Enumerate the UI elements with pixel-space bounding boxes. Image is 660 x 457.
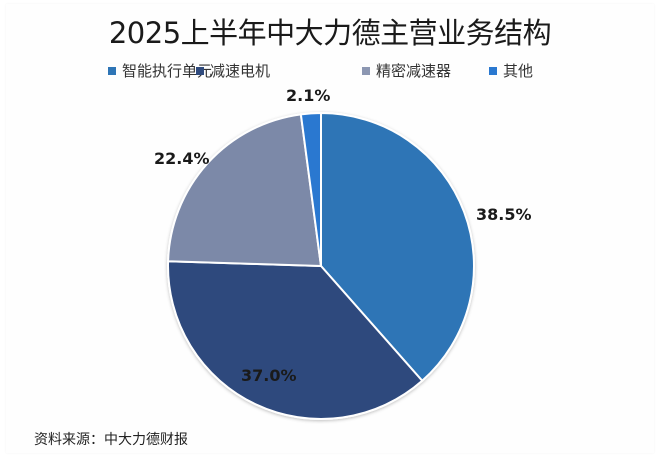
legend-label: 其他: [503, 62, 534, 80]
chart-title: 2025上半年中大力德主营业务结构: [108, 16, 552, 50]
legend-label: 减速电机: [210, 62, 271, 80]
legend-label: 精密减速器: [376, 62, 452, 80]
pie-slices: [167, 112, 475, 420]
legend-item-other: 其他: [489, 60, 533, 81]
data-label-other: 2.1%: [286, 86, 331, 105]
legend: 智能执行单元 减速电机 精密减速器 其他: [0, 60, 660, 82]
legend-swatch-icon: [196, 66, 204, 75]
slice-precision-reducer: [167, 113, 322, 267]
data-label-precision-reducer: 22.4%: [154, 149, 210, 168]
legend-item-smart-actuator: 智能执行单元: [108, 60, 212, 81]
legend-swatch-icon: [108, 66, 116, 75]
legend-swatch-icon: [362, 66, 370, 75]
slice-gear-motor: [167, 260, 424, 420]
slice-other: [299, 112, 322, 267]
slice-smart-actuator: [320, 112, 475, 382]
legend-label: 智能执行单元: [122, 62, 213, 80]
legend-item-gear-motor: 减速电机: [196, 60, 270, 81]
data-label-smart-actuator: 38.5%: [476, 205, 532, 224]
legend-item-precision-reducer: 精密减速器: [362, 60, 451, 81]
data-label-gear-motor: 37.0%: [241, 366, 297, 385]
source-note: 资料来源：中大力德财报: [34, 432, 188, 448]
legend-swatch-icon: [489, 66, 497, 75]
